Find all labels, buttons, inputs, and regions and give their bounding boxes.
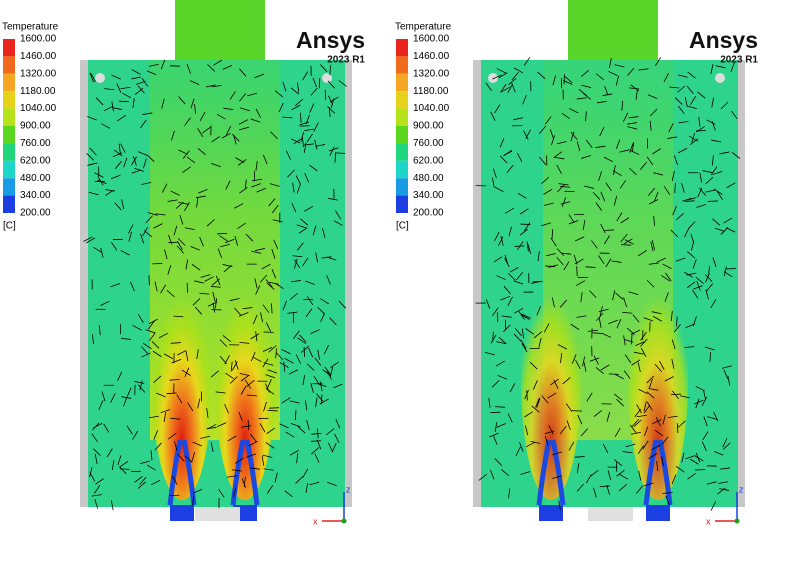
legend-level: 620.00 xyxy=(413,155,444,166)
legend-swatch xyxy=(396,178,408,195)
version: 2023 R1 xyxy=(327,55,365,66)
legend-level: 340.00 xyxy=(413,190,444,201)
legend-level: 340.00 xyxy=(20,190,51,201)
legend-level: 760.00 xyxy=(20,138,51,149)
port xyxy=(322,73,332,83)
burner xyxy=(539,505,563,521)
wall xyxy=(80,60,88,507)
legend-level: 1460.00 xyxy=(20,51,57,62)
legend-swatch xyxy=(396,39,408,56)
legend-swatch xyxy=(3,56,15,73)
port xyxy=(715,73,725,83)
chimney xyxy=(568,0,658,62)
axis-z-label: z xyxy=(346,484,351,494)
legend-level: 1600.00 xyxy=(413,34,450,45)
legend-level: 1320.00 xyxy=(20,68,57,79)
legend-swatch xyxy=(3,91,15,108)
chimney xyxy=(175,0,265,62)
legend-swatch xyxy=(396,74,408,91)
legend-unit: [C] xyxy=(3,221,16,232)
vector xyxy=(609,374,619,375)
axis-x-label: x xyxy=(313,516,318,526)
legend-swatch xyxy=(396,56,408,73)
legend-level: 480.00 xyxy=(20,173,51,184)
wall xyxy=(473,60,481,507)
burner-center xyxy=(195,507,240,521)
legend-swatch xyxy=(3,74,15,91)
legend-level: 760.00 xyxy=(413,138,444,149)
port xyxy=(95,73,105,83)
legend-swatch xyxy=(3,161,15,178)
vector xyxy=(572,411,582,412)
vector xyxy=(515,246,525,247)
legend-level: 1180.00 xyxy=(20,86,56,97)
flame xyxy=(628,260,688,500)
wall xyxy=(738,60,745,507)
port xyxy=(488,73,498,83)
legend-swatch xyxy=(396,143,408,160)
legend-swatch xyxy=(396,91,408,108)
legend-swatch xyxy=(3,196,15,213)
vector xyxy=(335,153,336,163)
legend-swatch xyxy=(396,161,408,178)
axis-x-label: x xyxy=(706,516,711,526)
legend-swatch xyxy=(396,126,408,143)
legend-level: 900.00 xyxy=(20,121,51,132)
legend-swatch xyxy=(396,109,408,126)
vector xyxy=(120,469,130,470)
legend-level: 200.00 xyxy=(413,208,444,219)
version: 2023 R1 xyxy=(720,55,758,66)
flame xyxy=(215,260,275,500)
logo: Ansys xyxy=(689,27,758,53)
vector xyxy=(621,245,631,246)
legend-level: 200.00 xyxy=(20,208,51,219)
vector xyxy=(708,201,718,202)
legend-level: 1600.00 xyxy=(20,34,57,45)
burner-center xyxy=(588,507,633,521)
wall xyxy=(345,60,352,507)
legend-level: 480.00 xyxy=(413,173,444,184)
flame xyxy=(521,260,581,500)
legend-swatch xyxy=(3,39,15,56)
legend-unit: [C] xyxy=(396,221,409,232)
legend-swatch xyxy=(3,109,15,126)
legend-title: Temperature xyxy=(2,22,59,33)
axis-origin xyxy=(342,519,347,524)
burner xyxy=(646,505,670,521)
vector xyxy=(604,230,614,231)
legend-level: 1320.00 xyxy=(413,68,450,79)
legend-swatch xyxy=(3,126,15,143)
burner xyxy=(170,505,194,521)
vector xyxy=(335,153,345,154)
legend-swatch xyxy=(3,143,15,160)
legend-level: 1460.00 xyxy=(413,51,450,62)
legend-title: Temperature xyxy=(395,22,452,33)
axis-z-label: z xyxy=(739,484,744,494)
legend-level: 1180.00 xyxy=(413,86,449,97)
logo: Ansys xyxy=(296,27,365,53)
legend-level: 1040.00 xyxy=(413,103,450,114)
legend-swatch xyxy=(396,196,408,213)
flame xyxy=(152,260,212,500)
legend-swatch xyxy=(3,178,15,195)
legend-level: 620.00 xyxy=(20,155,51,166)
legend-level: 900.00 xyxy=(413,121,444,132)
axis-origin xyxy=(735,519,740,524)
vector xyxy=(490,412,500,413)
legend-level: 1040.00 xyxy=(20,103,57,114)
